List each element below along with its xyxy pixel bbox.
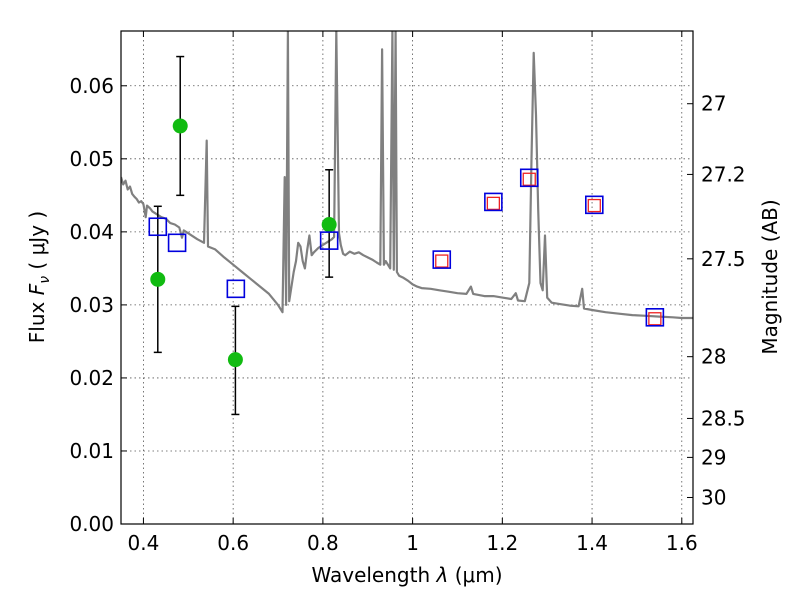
model-point-blue — [148, 217, 168, 237]
y-tick-label: 0.01 — [69, 439, 114, 463]
x-axis-title: Wavelength λ (μm) — [311, 563, 502, 587]
observed-point — [227, 352, 243, 368]
observed-point — [172, 118, 188, 134]
model-point-red — [522, 172, 536, 186]
model-point-blue — [484, 192, 503, 212]
model-point-red — [435, 254, 449, 268]
y-tick-label: 0.03 — [69, 293, 114, 317]
x-tick-label: 1.2 — [486, 531, 518, 555]
y2-tick-label: 29 — [701, 445, 726, 469]
model-point-blue — [645, 308, 665, 327]
y2-tick-label: 27 — [701, 92, 726, 116]
x-tick-label: 0.8 — [307, 531, 339, 555]
model-point-red — [648, 312, 662, 326]
observed-point — [150, 271, 166, 287]
x-tick-label: 0.6 — [217, 531, 249, 555]
plot-frame — [120, 30, 694, 525]
x-tick-label: 1 — [406, 531, 419, 555]
model-point-blue — [585, 195, 604, 215]
y-tick-label: 0.05 — [69, 147, 114, 171]
y2-tick-label: 28 — [701, 345, 726, 369]
model-point-blue — [167, 233, 187, 253]
y-tick-label: 0.04 — [69, 220, 114, 244]
model-point-blue — [519, 168, 539, 188]
y2-tick-label: 27.5 — [701, 247, 746, 271]
model-spectrum-line — [121, 31, 693, 320]
y-tick-label: 0.02 — [69, 366, 114, 390]
observed-point — [321, 217, 337, 233]
y-tick-label: 0.06 — [69, 74, 114, 98]
y-axis-title: Flux Fν ( μJy ) — [25, 211, 53, 343]
model-point-red — [587, 198, 601, 213]
y2-tick-label: 28.5 — [701, 406, 746, 430]
model-point-red — [486, 196, 501, 211]
x-tick-label: 1.4 — [576, 531, 608, 555]
x-tick-label: 0.4 — [128, 531, 160, 555]
axis-ticks: 0.4 0.6 0.8 1 1.2 1.4 1.6 0.00 0.01 0.02 0.03 0.04 0… — [69, 31, 746, 555]
y2-tick-label: 27.2 — [701, 162, 746, 186]
model-point-blue — [226, 279, 246, 299]
spectrum-layer — [121, 31, 693, 320]
y-tick-label: 0.00 — [69, 512, 114, 536]
x-tick-label: 1.6 — [666, 531, 698, 555]
y2-tick-label: 30 — [701, 485, 726, 509]
marker-layer — [148, 118, 665, 368]
model-point-blue — [319, 231, 339, 250]
grid-lines — [121, 31, 693, 525]
y2-axis-title: Magnitude (AB) — [758, 199, 782, 354]
model-point-blue — [432, 250, 452, 269]
